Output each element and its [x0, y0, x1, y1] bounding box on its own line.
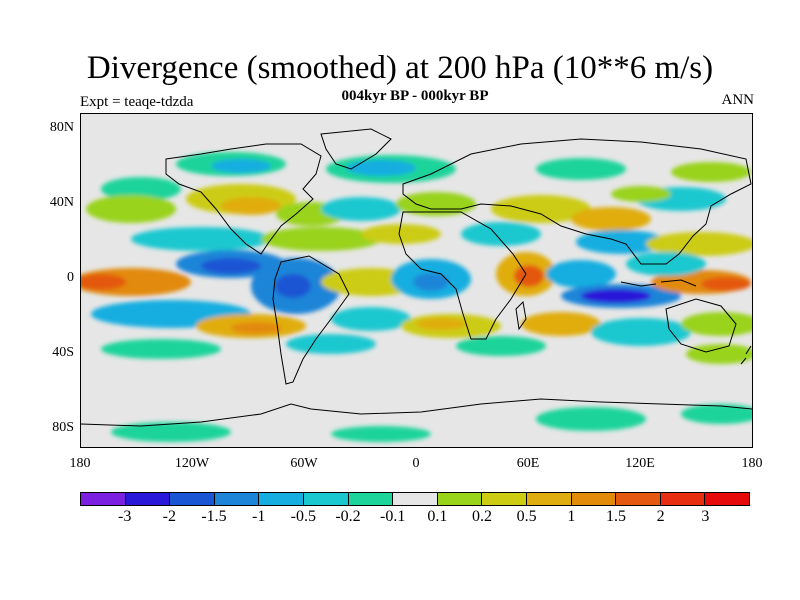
- lon-tick-label: 180: [741, 456, 763, 471]
- colorbar-label: 0.2: [472, 508, 492, 525]
- colorbar-swatch: [705, 493, 749, 505]
- colorbar-swatch: [303, 493, 349, 505]
- lon-tick-label: 120W: [174, 456, 210, 471]
- colorbar-label: -0.2: [335, 508, 361, 525]
- south-america-coast: [272, 255, 350, 385]
- colorbar-swatch: [616, 493, 661, 505]
- lat-tick-label: 80S: [52, 420, 74, 435]
- colorbar-label: -1: [251, 508, 266, 525]
- colorbar-label: 0.5: [516, 508, 537, 525]
- colorbar-label: -3: [117, 508, 132, 525]
- new-guinea-coast: [660, 279, 697, 287]
- season-label: ANN: [721, 92, 755, 108]
- colorbar-swatch: [437, 493, 483, 505]
- lat-tick-label: 0: [67, 270, 74, 285]
- colorbar: [80, 492, 750, 506]
- lon-tick-label: 180: [69, 456, 91, 471]
- plot-subtitle: 004kyr BP - 000kyr BP: [341, 88, 489, 104]
- lat-tick-label: 40S: [52, 345, 74, 360]
- colorbar-label: 1.5: [606, 508, 626, 525]
- lon-tick-label: 60E: [516, 456, 540, 471]
- divergence-field: [81, 152, 752, 442]
- colorbar-swatch: [125, 493, 171, 505]
- colorbar-label: 0.1: [427, 508, 448, 525]
- antarctica-coast: [81, 398, 752, 427]
- colorbar-label: 2: [656, 508, 665, 525]
- colorbar-swatch: [526, 493, 572, 505]
- colorbar-swatch: [482, 493, 527, 505]
- divergence-map: [80, 113, 753, 448]
- colorbar-swatch: [81, 493, 126, 505]
- colorbar-swatch: [571, 493, 617, 505]
- new-zealand-coast: [740, 345, 752, 365]
- indonesia-coast: [620, 281, 657, 287]
- lon-tick-label: 120E: [625, 456, 655, 471]
- africa-coast: [398, 211, 527, 340]
- north-america-coast: [165, 143, 322, 255]
- lat-tick-label: 80N: [49, 120, 74, 135]
- colorbar-label: -1.5: [201, 508, 227, 525]
- australia-coast: [665, 298, 737, 353]
- colorbar-label: -0.1: [379, 508, 406, 525]
- colorbar-label: -0.5: [290, 508, 316, 525]
- plot-title: Divergence (smoothed) at 200 hPa (10**6 …: [86, 50, 714, 86]
- lat-tick-label: 40N: [49, 195, 74, 210]
- colorbar-label: 3: [701, 508, 710, 525]
- greenland-coast: [320, 128, 392, 170]
- colorbar-label: -2: [162, 508, 176, 525]
- eurasia-coast: [402, 138, 752, 265]
- colorbar-swatch: [214, 493, 260, 505]
- map-canvas: [81, 114, 752, 447]
- lon-tick-label: 60W: [290, 456, 318, 471]
- colorbar-swatch: [259, 493, 304, 505]
- colorbar-swatch: [393, 493, 438, 505]
- madagascar-coast: [515, 300, 527, 331]
- colorbar-swatch: [170, 493, 215, 505]
- experiment-label: Expt = teaqe-tdzda: [80, 94, 194, 110]
- coastlines: [81, 128, 752, 427]
- colorbar-swatch: [348, 493, 394, 505]
- colorbar-label: 1: [567, 508, 576, 525]
- colorbar-swatch: [660, 493, 706, 505]
- lon-tick-label: 0: [412, 456, 420, 471]
